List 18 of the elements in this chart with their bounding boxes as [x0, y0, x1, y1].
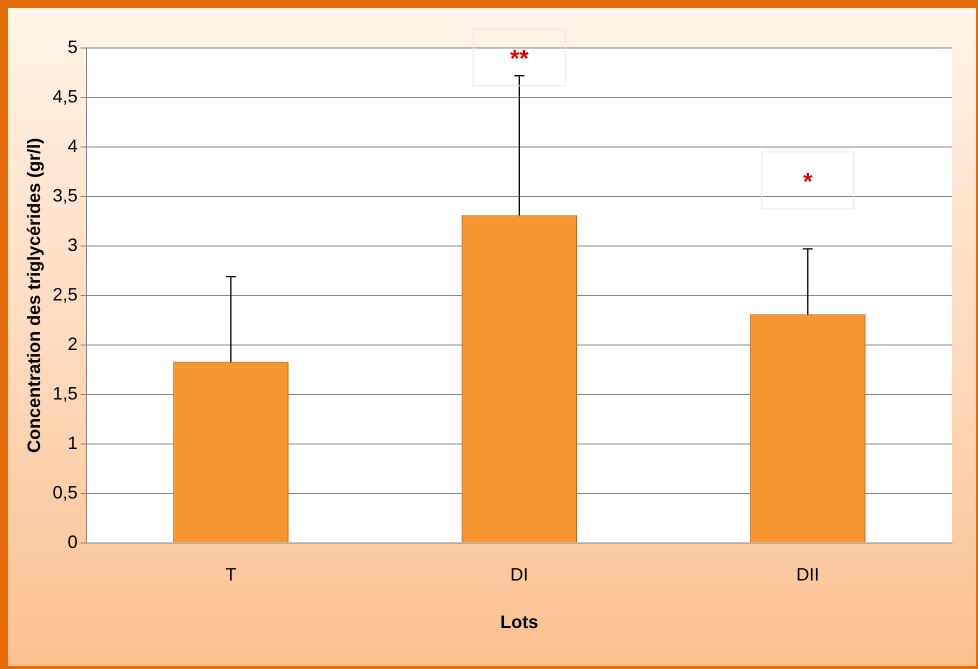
x-tick-label: DI [510, 564, 528, 585]
y-tick-label: 5 [68, 36, 78, 57]
y-tick-label: 1,5 [52, 383, 78, 404]
y-tick-label: 4 [68, 136, 78, 156]
y-tick-label: 3,5 [52, 185, 78, 206]
y-tick-label: 4,5 [52, 86, 78, 106]
y-tick-label: 0,5 [52, 482, 78, 502]
annotation: ** [510, 45, 530, 72]
y-tick-label: 0 [68, 532, 78, 552]
y-tick-label: 2,5 [52, 284, 78, 304]
x-tick-label: T [225, 564, 236, 585]
y-tick-label: 1 [68, 432, 78, 453]
x-axis-title: Lots [500, 612, 538, 632]
annotation: * [803, 168, 814, 196]
y-axis-title: Concentration des triglycérides (gr/l) [24, 138, 44, 453]
y-tick-label: 2 [68, 334, 78, 354]
y-tick-label: 3 [68, 234, 78, 255]
x-tick-label: DII [796, 564, 820, 585]
